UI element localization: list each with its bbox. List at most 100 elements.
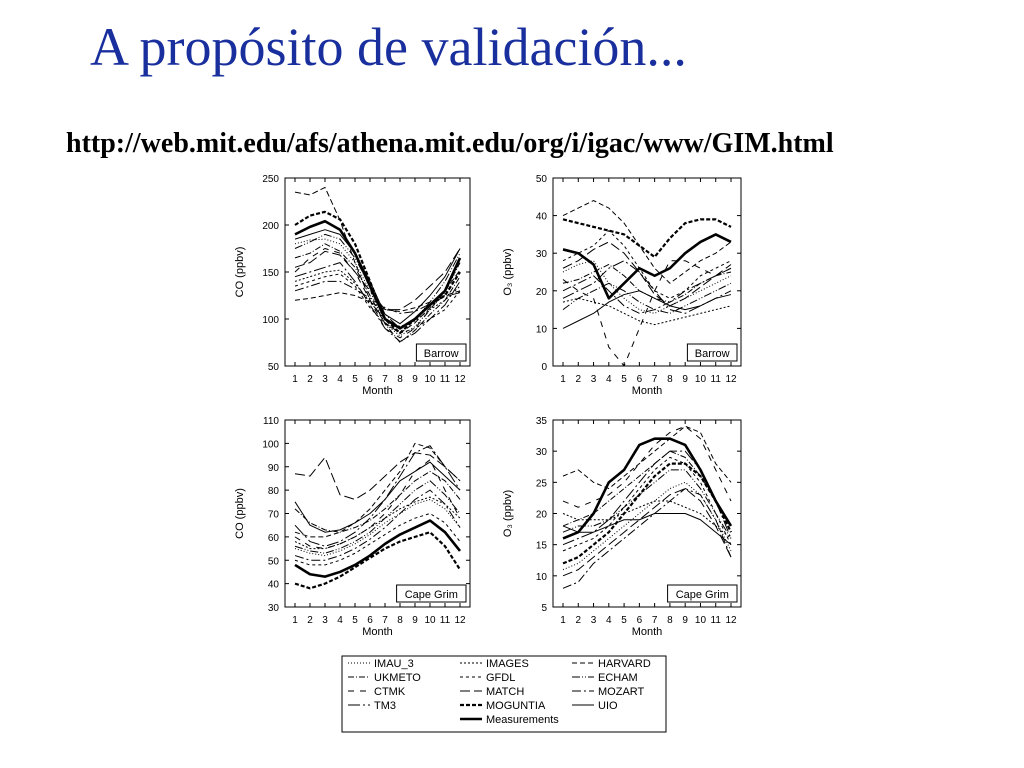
series-line-imau_3	[562, 260, 732, 314]
x-tick-label: 11	[440, 615, 451, 626]
x-axis-label: Month	[632, 385, 663, 397]
x-tick-label: 9	[412, 374, 418, 385]
station-label-box	[415, 343, 467, 362]
x-tick-label: 11	[711, 374, 722, 385]
legend-label-uio: UIO	[598, 700, 618, 712]
station-label: Cape Grim	[405, 589, 458, 601]
x-tick-label: 10	[695, 374, 707, 385]
series-line-ctmk	[562, 425, 732, 508]
legend-label-echam: ECHAM	[598, 672, 638, 684]
y-tick-label: 80	[268, 486, 280, 497]
y-tick-label: 25	[536, 478, 548, 489]
series-line-imau_3	[294, 498, 461, 557]
series-line-match	[294, 452, 461, 500]
series-line-tm3	[294, 262, 461, 343]
x-tick-label: 4	[337, 615, 343, 626]
series-line-uio	[294, 461, 461, 533]
y-tick-label: 30	[268, 603, 280, 614]
x-tick-label: 3	[591, 374, 597, 385]
series-line-imau_3	[562, 481, 732, 571]
series-line-ukmeto	[562, 450, 732, 527]
series-line-images	[562, 500, 732, 539]
legend-label-mozart: MOZART	[598, 686, 645, 698]
series-line-echam	[294, 480, 461, 554]
x-tick-label: 12	[725, 615, 737, 626]
series-line-images	[562, 297, 732, 326]
x-tick-label: 12	[454, 374, 466, 385]
y-tick-label: 10	[536, 572, 548, 583]
x-tick-label: 8	[397, 615, 403, 626]
series-group	[562, 200, 732, 366]
legend-label-imau_3: IMAU_3	[374, 658, 414, 670]
legend-label-measurements: Measurements	[486, 714, 559, 726]
x-axis-label: Month	[632, 626, 663, 638]
y-tick-label: 70	[268, 510, 280, 521]
series-line-unlabeled-13	[294, 186, 461, 334]
plot-frame	[552, 177, 742, 367]
series-line-imau_3	[294, 238, 461, 337]
x-tick-label: 9	[682, 374, 688, 385]
y-tick-label: 0	[541, 362, 547, 373]
y-tick-label: 35	[536, 416, 548, 427]
x-tick-label: 10	[695, 615, 707, 626]
x-tick-label: 2	[575, 615, 581, 626]
x-tick-label: 7	[652, 374, 658, 385]
series-line-gfdl	[562, 456, 732, 552]
x-tick-label: 8	[667, 374, 673, 385]
series-line-ctmk	[562, 260, 732, 366]
series-line-uio	[562, 290, 732, 329]
x-tick-label: 7	[652, 615, 658, 626]
series-line-mozart	[294, 280, 461, 314]
y-tick-label: 150	[262, 268, 279, 279]
station-label-box	[686, 343, 738, 362]
x-tick-label: 3	[322, 615, 328, 626]
y-tick-label: 20	[536, 287, 548, 298]
station-label-box	[667, 584, 738, 603]
x-tick-label: 10	[424, 374, 436, 385]
x-tick-label: 5	[621, 615, 627, 626]
x-tick-label: 4	[606, 374, 612, 385]
series-line-harvard	[294, 442, 461, 538]
legend-box	[341, 655, 667, 733]
series-line-tm3	[562, 450, 732, 546]
series-line-moguntia	[562, 218, 732, 259]
plot-frame	[284, 419, 471, 608]
x-tick-label: 6	[637, 615, 643, 626]
y-axis-label: O₃ (ppbv)	[502, 490, 514, 537]
x-tick-label: 12	[725, 374, 737, 385]
station-label: Barrow	[424, 348, 459, 360]
series-line-uio	[562, 513, 732, 546]
y-tick-label: 20	[536, 510, 548, 521]
x-axis-label: Month	[362, 626, 393, 638]
slide-title: A propósito de validación...	[90, 17, 687, 77]
series-group	[562, 425, 733, 589]
y-tick-label: 50	[536, 174, 548, 185]
x-tick-label: 12	[454, 615, 466, 626]
legend-label-tm3: TM3	[374, 700, 396, 712]
series-line-ctmk	[294, 459, 461, 550]
x-tick-label: 9	[682, 615, 688, 626]
x-tick-label: 1	[292, 374, 298, 385]
x-tick-label: 11	[440, 374, 451, 385]
x-tick-label: 3	[322, 374, 328, 385]
y-tick-label: 100	[262, 315, 279, 326]
series-line-mozart	[562, 267, 732, 314]
series-line-echam	[562, 282, 732, 314]
y-tick-label: 5	[541, 603, 547, 614]
series-line-measurements	[294, 519, 462, 578]
legend: IMAU_3 IMAGES HARVARD UKMETO GFDL ECHAM CTMK MA…	[341, 655, 667, 733]
y-tick-label: 50	[268, 362, 280, 373]
source-url[interactable]: http://web.mit.edu/afs/athena.mit.edu/or…	[66, 128, 834, 159]
x-tick-label: 2	[307, 615, 313, 626]
station-label: Cape Grim	[676, 589, 729, 601]
series-line-match	[562, 488, 732, 577]
series-line-mozart	[294, 489, 461, 561]
y-tick-label: 10	[536, 324, 548, 335]
series-line-match	[562, 241, 732, 307]
series-line-match	[294, 248, 461, 311]
series-line-gfdl	[562, 230, 732, 299]
x-tick-label: 11	[711, 615, 722, 626]
x-tick-label: 8	[667, 615, 673, 626]
x-tick-label: 4	[606, 615, 612, 626]
